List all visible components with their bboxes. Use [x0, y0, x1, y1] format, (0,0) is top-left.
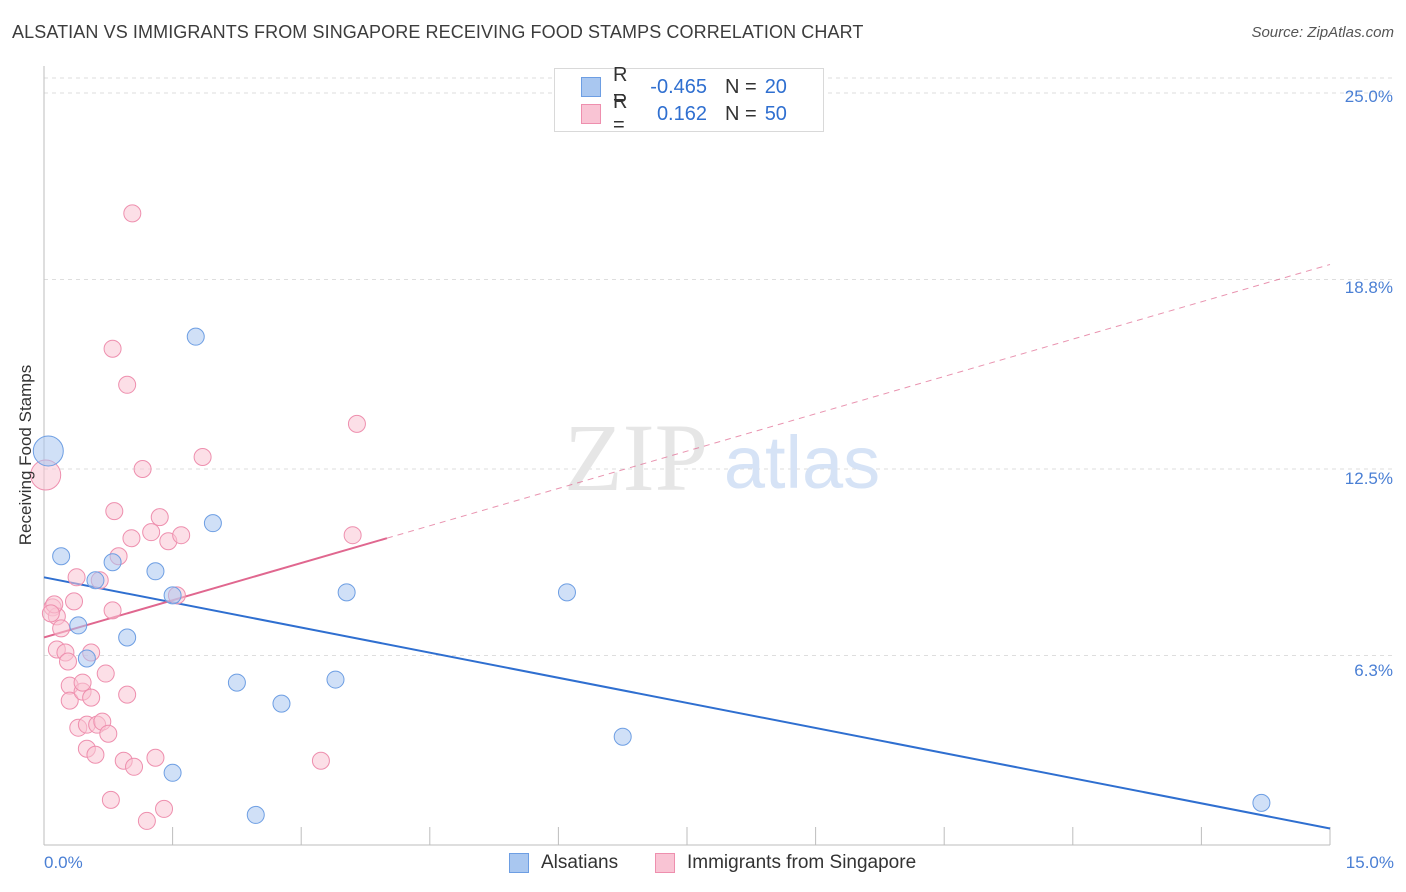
point-alsatians: [272, 694, 291, 713]
y-tick-label-12-5: 12.5%: [1344, 469, 1393, 488]
point-singapore: [59, 652, 78, 671]
watermark-zip: ZIP: [564, 404, 708, 511]
points-layer: [30, 204, 1271, 830]
point-singapore: [172, 526, 191, 545]
x-tick-label-min: 0.0%: [44, 853, 83, 872]
point-singapore: [142, 523, 161, 542]
point-singapore: [155, 799, 174, 818]
point-singapore: [65, 592, 84, 611]
point-singapore: [123, 204, 142, 223]
y-axis-label: Receiving Food Stamps: [16, 364, 35, 546]
legend-n-value: 50: [764, 102, 787, 125]
legend-swatch-pink: [655, 853, 675, 873]
legend-n-label: N =: [725, 102, 757, 125]
point-singapore: [150, 508, 169, 527]
point-alsatians: [146, 562, 165, 581]
watermark-atlas: atlas: [724, 421, 880, 504]
point-singapore: [67, 568, 86, 587]
point-singapore: [86, 745, 105, 764]
legend-row-alsatians: R = -0.465 N = 20: [581, 64, 787, 109]
point-singapore: [137, 811, 156, 830]
legend-label-singapore: Immigrants from Singapore: [687, 852, 917, 873]
point-singapore: [311, 751, 330, 770]
trendline-alsatians: [43, 576, 1331, 830]
chart-title: ALSATIAN VS IMMIGRANTS FROM SINGAPORE RE…: [12, 22, 864, 42]
x-tick-label-max: 15.0%: [1345, 853, 1394, 872]
point-singapore: [52, 619, 71, 638]
point-alsatians: [77, 649, 96, 668]
point-alsatians: [32, 435, 64, 467]
point-singapore: [101, 790, 120, 809]
point-alsatians: [52, 547, 71, 566]
point-singapore: [41, 604, 60, 623]
point-singapore: [118, 375, 137, 394]
point-singapore: [125, 757, 144, 776]
legend-r-value: 0.162: [656, 102, 707, 125]
point-alsatians: [86, 571, 105, 590]
point-singapore: [82, 688, 101, 707]
grid-layer: [44, 77, 1392, 657]
point-alsatians: [118, 628, 137, 647]
point-singapore: [146, 748, 165, 767]
y-tick-label-25: 25.0%: [1344, 87, 1393, 106]
point-alsatians: [163, 763, 182, 782]
source-label: Source: ZipAtlas.com: [1251, 24, 1394, 41]
point-alsatians: [227, 673, 246, 692]
point-alsatians: [326, 670, 345, 689]
trendline-singapore: [43, 537, 388, 639]
point-alsatians: [246, 805, 265, 824]
point-alsatians: [203, 514, 222, 533]
legend-r-value: -0.465: [650, 75, 707, 98]
point-alsatians: [557, 583, 576, 602]
legend-r-label: R =: [613, 91, 628, 136]
point-singapore: [133, 460, 152, 479]
point-singapore: [105, 502, 124, 521]
bottom-legend-alsatians[interactable]: Alsatians: [509, 852, 618, 874]
point-singapore: [122, 529, 141, 548]
point-alsatians: [186, 327, 205, 346]
point-alsatians: [1252, 793, 1271, 812]
legend-label-alsatians: Alsatians: [541, 852, 619, 873]
point-alsatians: [69, 616, 88, 635]
trend-layer: [43, 264, 1331, 830]
trendline-singapore-extension: [386, 264, 1331, 539]
point-alsatians: [103, 553, 122, 572]
legend-swatch-pink: [581, 104, 601, 124]
point-singapore: [343, 526, 362, 545]
point-singapore: [103, 601, 122, 620]
point-singapore: [73, 673, 92, 692]
point-singapore: [118, 685, 137, 704]
point-singapore: [99, 724, 118, 743]
y-tick-label-6-3: 6.3%: [1354, 661, 1393, 680]
legend-n-label: N =: [725, 75, 757, 98]
legend-row-singapore: R = 0.162 N = 50: [581, 91, 787, 136]
y-tick-label-18-8: 18.8%: [1344, 278, 1393, 297]
watermark: ZIP atlas: [564, 404, 880, 511]
legend-swatch-blue: [581, 77, 601, 97]
point-singapore: [103, 339, 122, 358]
point-alsatians: [163, 586, 182, 605]
point-singapore: [193, 447, 212, 466]
legend-swatch-blue: [509, 853, 529, 873]
point-singapore: [96, 664, 115, 683]
bottom-legend-singapore[interactable]: Immigrants from Singapore: [655, 852, 916, 874]
point-singapore: [347, 414, 366, 433]
point-singapore: [60, 691, 79, 710]
legend-r-label: R =: [613, 64, 628, 109]
point-alsatians: [613, 727, 632, 746]
point-alsatians: [337, 583, 356, 602]
correlation-legend: R = -0.465 N = 20 R = 0.162 N = 50: [554, 64, 824, 136]
legend-n-value: 20: [764, 75, 787, 98]
